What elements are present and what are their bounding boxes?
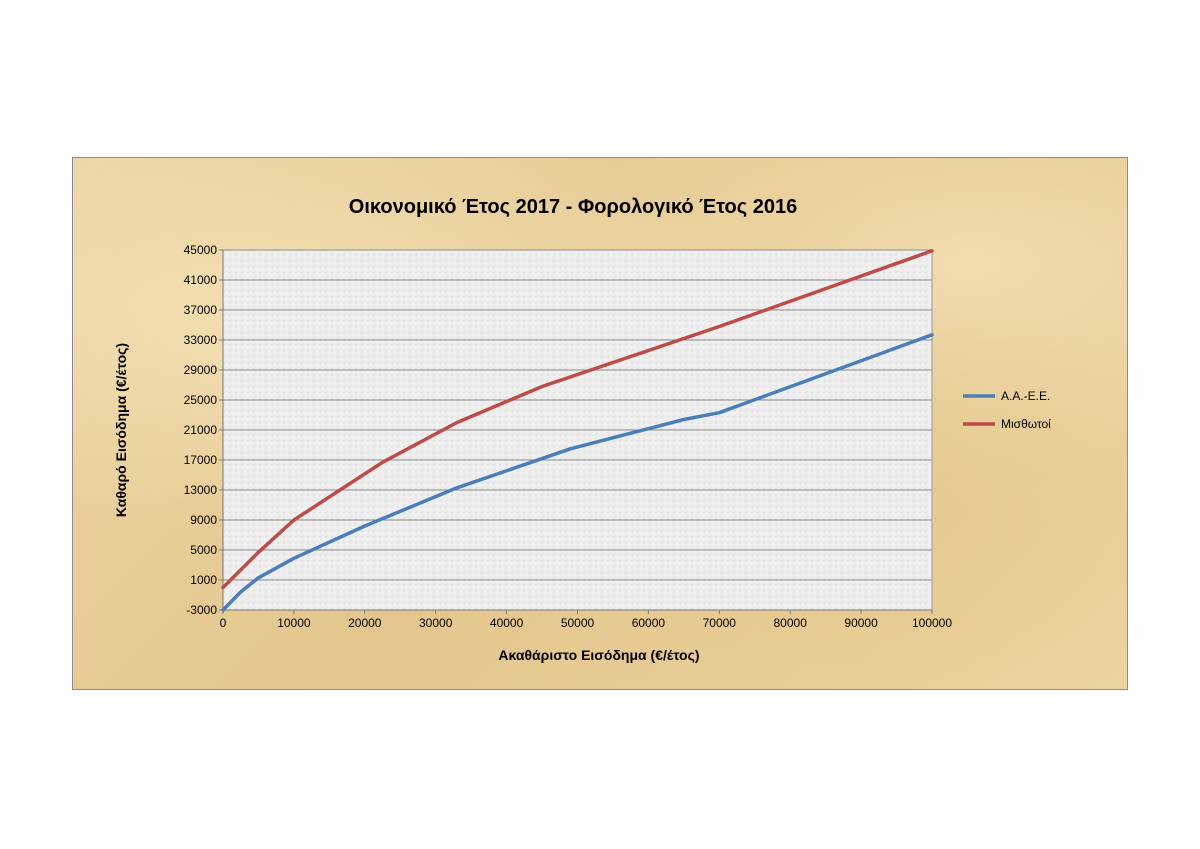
x-tick-label: 70000 — [703, 616, 737, 630]
x-tick-label: 0 — [220, 616, 227, 630]
x-tick-label: 50000 — [561, 616, 595, 630]
y-tick-label: 17000 — [184, 453, 218, 467]
tick-labels: -3000 1000 5000 9000 13000 17000 21000 25000 290… — [184, 243, 953, 630]
x-tick-label: 20000 — [348, 616, 382, 630]
y-tick-label: 37000 — [184, 303, 218, 317]
y-tick-label: 13000 — [184, 483, 218, 497]
chart-svg: Οικονομικό Έτος 2017 - Φορολογικό Έτος 2… — [113, 196, 1051, 663]
x-tick-label: 80000 — [774, 616, 808, 630]
x-tick-label: 90000 — [844, 616, 878, 630]
y-tick-label: 5000 — [190, 543, 217, 557]
legend-label-misthotoi: Μισθωτοί — [1001, 417, 1051, 431]
y-axis-title: Καθαρό Εισόδημα (€/έτος) — [113, 343, 129, 517]
legend: Α.Α.-Ε.Ε. Μισθωτοί — [963, 389, 1051, 431]
x-tick-label: 10000 — [277, 616, 311, 630]
y-tick-label: -3000 — [186, 603, 217, 617]
x-tick-label: 60000 — [632, 616, 666, 630]
y-tick-label: 25000 — [184, 393, 218, 407]
series-layer — [221, 249, 934, 612]
y-tick-label: 1000 — [190, 573, 217, 587]
gridlines — [219, 249, 933, 614]
x-tick-label: 30000 — [419, 616, 453, 630]
legend-label-aa-ee: Α.Α.-Ε.Ε. — [1001, 389, 1050, 403]
chart-frame: Οικονομικό Έτος 2017 - Φορολογικό Έτος 2… — [72, 157, 1128, 690]
series-line-aa-ee — [221, 333, 934, 612]
y-tick-label: 45000 — [184, 243, 218, 257]
chart-title: Οικονομικό Έτος 2017 - Φορολογικό Έτος 2… — [349, 196, 797, 218]
y-tick-label: 33000 — [184, 333, 218, 347]
y-tick-label: 21000 — [184, 423, 218, 437]
y-tick-label: 41000 — [184, 273, 218, 287]
x-tick-label: 40000 — [490, 616, 524, 630]
y-tick-label: 9000 — [190, 513, 217, 527]
y-tick-label: 29000 — [184, 363, 218, 377]
x-tick-label: 100000 — [912, 616, 952, 630]
series-line-misthotoi — [221, 249, 934, 590]
x-axis-title: Ακαθάριστο Εισόδημα (€/έτος) — [498, 647, 699, 663]
